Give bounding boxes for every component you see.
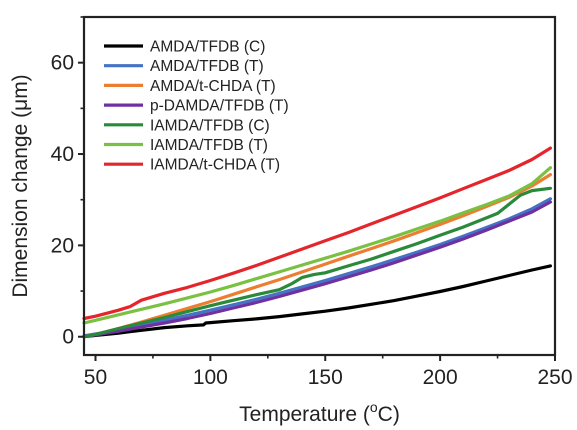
series-line-1 bbox=[82, 264, 553, 339]
x-tick-label: 50 bbox=[84, 366, 107, 389]
series-line-7 bbox=[82, 146, 553, 321]
legend-label-1: AMDA/TFDB (C) bbox=[150, 39, 265, 56]
legend-label-2: AMDA/TFDB (T) bbox=[150, 58, 264, 75]
y-tick-label: 40 bbox=[51, 143, 74, 166]
legend-label-6: IAMDA/TFDB (T) bbox=[150, 137, 268, 154]
series-layer bbox=[82, 146, 553, 339]
y-tick-label: 60 bbox=[51, 52, 74, 75]
series-line-4 bbox=[82, 200, 553, 339]
x-axis-label-superscript: o bbox=[370, 399, 378, 415]
legend-label-3: AMDA/t-CHDA (T) bbox=[150, 78, 276, 95]
series-line-2 bbox=[82, 197, 553, 338]
legend: AMDA/TFDB (C) AMDA/TFDB (T) AMDA/t-CHDA (T… bbox=[104, 39, 289, 174]
series-line-6 bbox=[82, 166, 553, 325]
x-axis-label: Temperature (oC) bbox=[239, 399, 400, 426]
legend-label-4: p-DAMDA/TFDB (T) bbox=[150, 98, 289, 115]
ticks-layer: 50 100 150 200 250 0 20 40 60 bbox=[51, 16, 573, 389]
plot-frame bbox=[82, 15, 557, 357]
x-tick-label: 100 bbox=[193, 366, 228, 389]
series-line-5 bbox=[82, 186, 553, 339]
x-tick-label: 200 bbox=[423, 366, 458, 389]
x-tick-label: 150 bbox=[308, 366, 343, 389]
legend-label-5: IAMDA/TFDB (C) bbox=[150, 117, 270, 134]
x-tick-label: 250 bbox=[537, 366, 572, 389]
legend-label-7: IAMDA/t-CHDA (T) bbox=[150, 157, 280, 174]
y-tick-label: 0 bbox=[62, 326, 74, 349]
y-axis-label: Dimension change (μm) bbox=[9, 74, 32, 297]
y-tick-label: 20 bbox=[51, 234, 74, 257]
